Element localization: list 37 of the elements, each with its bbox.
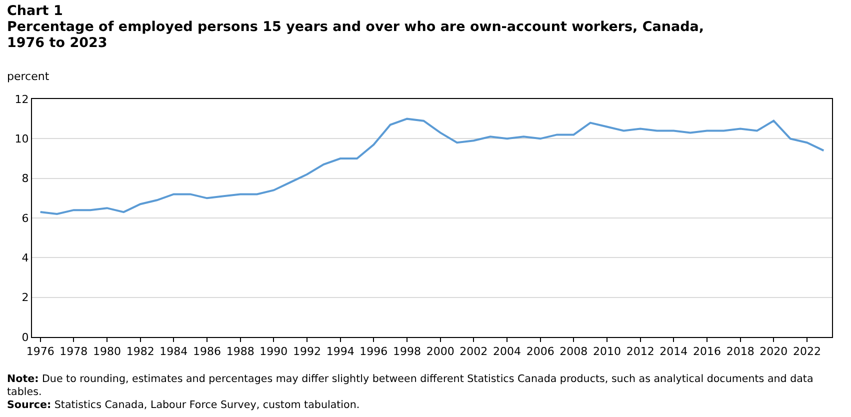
y-tick-label: 4	[22, 252, 29, 265]
y-tick-label: 0	[22, 330, 29, 344]
x-tick-label: 1980	[93, 345, 121, 358]
x-tick-label: 2000	[426, 345, 454, 358]
x-tick-label: 2020	[760, 345, 788, 358]
x-tick-label: 1988	[226, 345, 254, 358]
x-tick-label: 1994	[326, 345, 354, 358]
y-tick-label: 10	[14, 132, 29, 146]
x-tick-label: 2002	[460, 345, 488, 358]
y-tick-label: 2	[22, 291, 29, 304]
y-axis-title: percent	[7, 70, 50, 83]
x-tick-label: 2010	[593, 345, 621, 358]
x-tick-label: 1982	[126, 345, 154, 358]
x-tick-label: 1984	[160, 345, 188, 358]
x-tick-label: 2016	[693, 345, 721, 358]
y-tick-label: 12	[14, 92, 29, 106]
source-note: Source: Statistics Canada, Labour Force Survey, custom tabulation.	[7, 399, 361, 412]
chart-title: Chart 1	[7, 3, 64, 19]
x-tick-label: 1990	[260, 345, 288, 358]
x-tick-label: 2006	[526, 345, 554, 358]
y-tick-label: 6	[22, 212, 29, 225]
x-tick-label: 1998	[393, 345, 421, 358]
chart-subtitle: Percentage of employed persons 15 years and over who are own-account workers, Canada, 1976 to 2023	[7, 19, 706, 51]
x-tick-label: 2022	[793, 345, 821, 358]
x-tick-label: 1986	[193, 345, 221, 358]
y-tick-label: 8	[22, 172, 29, 186]
text: Note: Due to rounding, estimates and percentages may differ slightly between different Statistics Canada products, such as analytical documents and data tables.	[7, 373, 814, 399]
line-series	[39, 118, 825, 216]
x-tick-label: 1996	[360, 345, 388, 358]
x-tick-label: 2004	[493, 345, 521, 358]
x-tick-label: 1976	[26, 345, 54, 358]
x-tick-label: 2008	[560, 345, 588, 358]
x-tick-label: 2014	[660, 345, 688, 358]
x-tick-label: 2018	[726, 345, 754, 358]
x-tick-label: 2012	[626, 345, 654, 358]
x-tick-label: 1978	[60, 345, 88, 358]
x-tick-label: 1992	[293, 345, 321, 358]
